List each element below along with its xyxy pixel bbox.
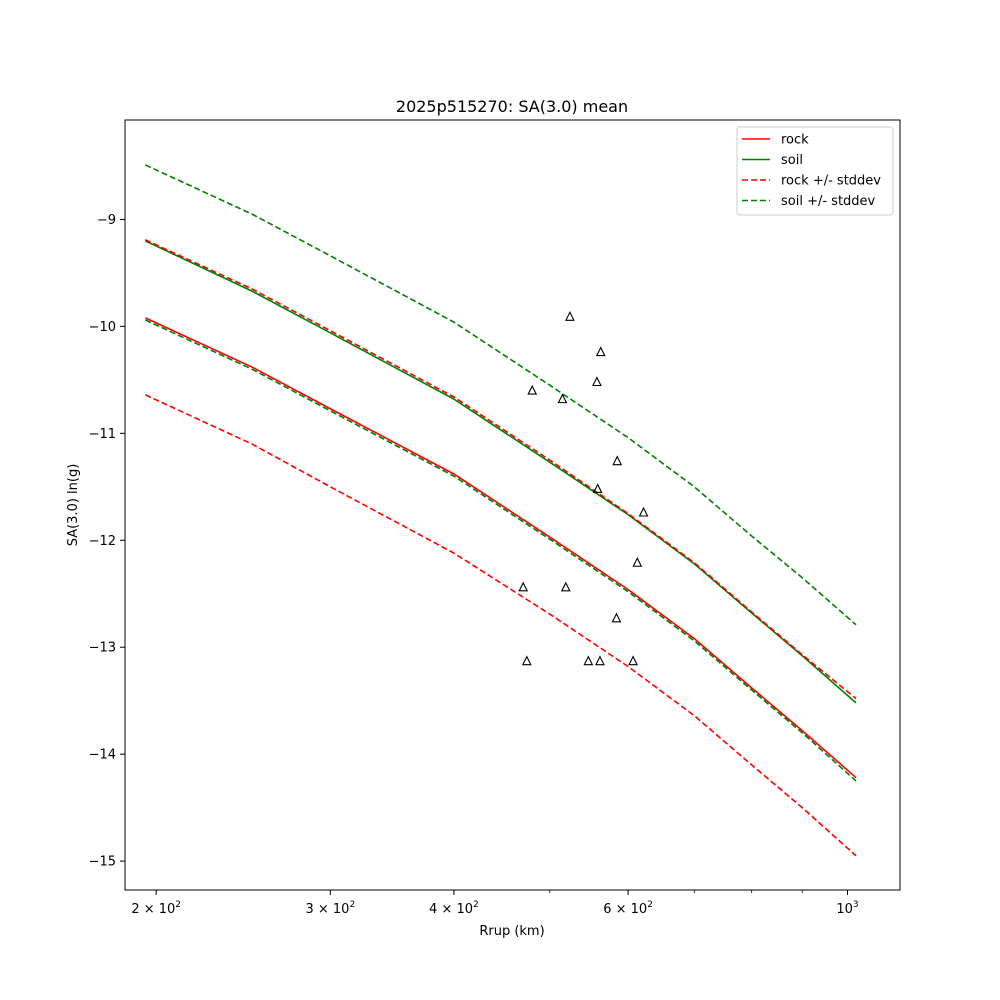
- y-tick-label: −13: [89, 641, 116, 656]
- x-tick-label: 6 × 102: [603, 900, 653, 917]
- observation-marker: [595, 346, 606, 357]
- observation-marker: [560, 581, 571, 592]
- x-tick-label: 4 × 102: [429, 900, 479, 917]
- observation-marker: [583, 655, 594, 666]
- legend-label: soil +/- stddev: [781, 194, 876, 209]
- legend-label: soil: [781, 153, 803, 168]
- observation-marker: [565, 311, 575, 321]
- observation-marker: [527, 384, 538, 395]
- x-tick-label: 103: [836, 900, 858, 917]
- observation-marker: [612, 455, 623, 466]
- x-tick-label: 3 × 102: [305, 900, 355, 917]
- observation-marker: [632, 557, 643, 567]
- y-tick-label: −14: [89, 748, 116, 763]
- legend-label: rock: [781, 133, 809, 148]
- legend-box: [736, 126, 894, 216]
- chart-title: 2025p515270: SA(3.0) mean: [396, 97, 628, 116]
- series-line-6: [144, 319, 857, 782]
- series-line-2: [144, 240, 857, 704]
- observation-marker: [595, 655, 605, 666]
- x-axis: 2 × 102 3 × 102 4 × 102 6 × 102 103: [131, 890, 859, 917]
- y-tick-label: −11: [89, 427, 116, 442]
- plot-area: [144, 164, 857, 857]
- y-tick-label: −10: [89, 320, 116, 335]
- x-tick-label: 2 × 102: [131, 900, 181, 917]
- series-line-4: [144, 394, 857, 857]
- legend-label: rock +/- stddev: [781, 174, 881, 189]
- series-line-3: [144, 239, 857, 700]
- y-tick-label: −15: [89, 855, 116, 870]
- legend: rock soil rock +/- stddev soil +/- stddev: [736, 126, 894, 216]
- series-line-5: [144, 164, 857, 626]
- observation-marker: [638, 506, 649, 517]
- observation-marker: [518, 581, 529, 592]
- y-tick-label: −12: [89, 534, 116, 549]
- observation-marker: [628, 655, 638, 666]
- observation-marker: [592, 376, 602, 387]
- observation-marker: [611, 612, 622, 623]
- y-axis: −9 −10 −11 −12 −13 −14 −15: [89, 213, 125, 870]
- y-axis-label: SA(3.0) ln(g): [66, 464, 81, 547]
- observation-marker: [592, 483, 603, 494]
- plot-frame: [124, 119, 901, 891]
- series-line-1: [144, 317, 857, 779]
- observation-marker: [521, 655, 532, 666]
- x-axis-label: Rrup (km): [479, 924, 544, 939]
- observation-marker: [557, 393, 568, 404]
- y-tick-label: −9: [97, 213, 116, 228]
